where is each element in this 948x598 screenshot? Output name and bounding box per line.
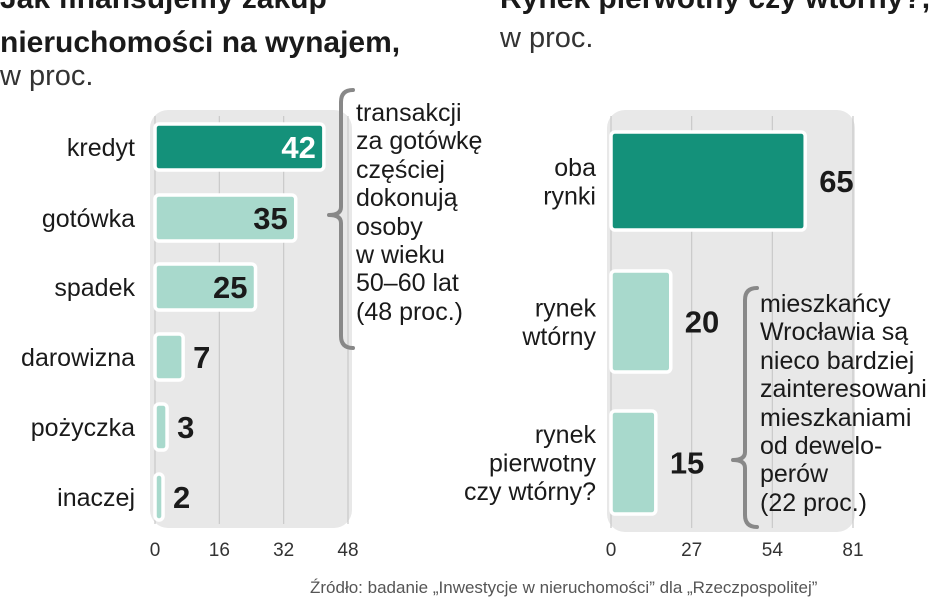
chart-unit-market: w proc.: [500, 22, 594, 54]
chart-0-value-label: 2: [173, 480, 190, 515]
chart-0-bar: [153, 332, 185, 382]
chart-1-bar: [609, 409, 658, 516]
chart-0-category-label: darowizna: [21, 344, 135, 372]
annotation-left-line: za gotówkę: [356, 127, 483, 156]
chart-0-tick-label: 32: [273, 540, 294, 561]
chart-0-category-label: gotówka: [42, 205, 135, 233]
chart-1-tick-label: 81: [842, 540, 863, 561]
chart-0-value-label: 35: [253, 201, 287, 236]
chart-title-financing-line2: nieruchomości na wynajem,: [0, 26, 401, 59]
chart-unit-financing: w proc.: [0, 60, 94, 92]
annotation-right-line: mieszkaniami: [760, 403, 912, 432]
chart-title-financing-line1: Jak finansujemy zakup: [0, 0, 327, 16]
bracket-right: [731, 286, 759, 529]
annotation-right-line: mieszkańcy: [760, 290, 891, 318]
chart-0-value-label: 42: [281, 130, 315, 165]
annotation-left-line: 50–60 lat: [356, 269, 459, 298]
annotation-right-line: perów: [760, 460, 829, 489]
chart-0-value-label: 3: [177, 410, 194, 445]
annotation-right-line: (22 proc.): [760, 488, 867, 517]
chart-0-tick-label: 16: [209, 540, 230, 561]
chart-1-category-label: oba rynki: [543, 154, 596, 211]
annotation-right-line: zainteresowani: [760, 375, 927, 404]
chart-0-bar: [153, 472, 165, 522]
source-note: Źródło: badanie „Inwestycje w nieruchomo…: [310, 578, 818, 597]
chart-1-tick-label: 54: [762, 540, 784, 561]
annotation-right-line: nieco bardziej: [760, 346, 915, 375]
chart-0-category-label: pożyczka: [31, 414, 135, 442]
annotation-left-line: (48 proc.): [356, 297, 463, 326]
annotation-left: transakcji za gotówkę częściej dokonują …: [356, 99, 516, 326]
annotation-right: mieszkańcy Wrocławia są nieco bardziej z…: [760, 290, 948, 517]
chart-1-bar: [609, 269, 673, 374]
chart-0-value-label: 25: [213, 270, 247, 305]
chart-0-bar: [153, 122, 326, 172]
chart-1-value-label: 20: [685, 305, 719, 340]
chart-title-market: Rynek pierwotny czy wtórny?,: [500, 0, 930, 16]
chart-0-bar: [153, 193, 298, 243]
chart-1-value-label: 65: [819, 164, 853, 199]
annotation-left-line: transakcji: [356, 99, 462, 127]
chart-0-category-label: spadek: [54, 274, 135, 302]
chart-1-category-label: rynek pierwotny czy wtórny?: [464, 421, 596, 506]
annotation-right-line: Wrocławia są: [760, 318, 909, 347]
annotation-left-line: dokonują: [356, 184, 458, 213]
bracket-left: [327, 88, 355, 350]
chart-1-tick-label: 0: [606, 540, 617, 561]
annotation-right-line: od dewelo-: [760, 432, 883, 461]
chart-0-category-label: kredyt: [67, 134, 135, 162]
chart-1-value-label: 15: [670, 446, 704, 481]
chart-0-tick-label: 48: [337, 540, 358, 561]
chart-1-tick-label: 27: [681, 540, 702, 561]
chart-0-value-label: 7: [193, 340, 210, 375]
chart-0-bar: [153, 402, 169, 452]
annotation-left-line: w wieku: [356, 241, 445, 270]
chart-1-category-label: rynek wtórny: [521, 294, 596, 351]
chart-0-tick-label: 0: [150, 540, 161, 561]
chart-1-bar: [609, 130, 807, 232]
chart-0-bar: [153, 262, 258, 312]
chart-0-category-label: inaczej: [57, 484, 135, 512]
annotation-left-line: częściej: [356, 155, 445, 184]
chart-0-panel: [150, 110, 352, 528]
annotation-left-line: osoby: [356, 212, 423, 241]
